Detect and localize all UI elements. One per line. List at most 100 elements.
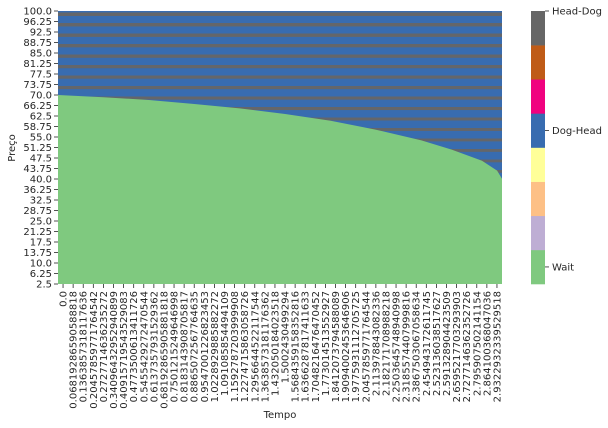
y-tick-label: 55.0 bbox=[30, 133, 52, 144]
y-tick-label: 32.5 bbox=[30, 196, 52, 207]
y-tick-label: 47.5 bbox=[30, 154, 52, 165]
x-tick-label: 1.3638573181176362 bbox=[260, 291, 271, 402]
colorbar-segment bbox=[531, 215, 545, 251]
x-tick-label: 2.9322932339529518 bbox=[493, 291, 504, 402]
y-tick-label: 81.25 bbox=[23, 59, 52, 70]
y-tick-label: 88.75 bbox=[23, 38, 52, 49]
head-dog-stripe bbox=[58, 33, 502, 37]
x-axis-ticks: 0.0 0.06819286590588818 0.1363857318117636… bbox=[59, 284, 504, 409]
head-dog-stripe bbox=[58, 54, 502, 58]
x-tick-label: 1.9775931112705725 bbox=[351, 291, 362, 402]
x-tick-label: 2.7277146362352726 bbox=[462, 291, 473, 402]
x-tick-label: 0.7501215249646998 bbox=[170, 291, 181, 402]
head-dog-stripe bbox=[58, 44, 502, 48]
x-tick-label: 0.06819286590588818 bbox=[69, 291, 80, 409]
y-tick-label: 25.0 bbox=[30, 217, 52, 228]
colorbar-segment bbox=[531, 11, 545, 46]
y-tick-label: 51.25 bbox=[23, 143, 52, 154]
x-tick-label: 0.8865072567764635 bbox=[190, 291, 201, 402]
x-tick-label: 0.68192865905881818 bbox=[160, 291, 171, 409]
x-tick-label: 2.0457859771764544 bbox=[361, 291, 372, 402]
y-tick-label: 92.5 bbox=[30, 28, 52, 39]
colorbar-segment bbox=[531, 249, 545, 285]
x-tick-label: 1.0228929885882272 bbox=[210, 291, 221, 402]
x-tick-label: 2.3185574407999816 bbox=[402, 291, 413, 402]
colorbar-label: Wait bbox=[552, 262, 574, 273]
x-axis-label: Tempo bbox=[263, 410, 297, 421]
x-tick-label: 1.091085854494109 bbox=[220, 291, 231, 396]
x-tick-label: 0.40915719543529083 bbox=[119, 291, 130, 409]
x-tick-label: 0.20457859771764542 bbox=[89, 291, 100, 409]
head-dog-stripe bbox=[58, 86, 502, 90]
head-dog-stripe bbox=[58, 65, 502, 69]
y-tick-label: 36.25 bbox=[23, 185, 52, 196]
x-tick-label: 1.5002430499294 bbox=[281, 291, 292, 383]
y-tick-label: 43.75 bbox=[23, 164, 52, 175]
x-tick-label: 2.864100368047036 bbox=[482, 291, 493, 396]
y-tick-label: 40.0 bbox=[30, 175, 52, 186]
x-tick-label: 2.113978843082336 bbox=[371, 291, 382, 396]
y-tick-label: 100.0 bbox=[23, 7, 52, 18]
x-tick-label: 2.2503645748940998 bbox=[392, 291, 403, 402]
head-dog-stripe bbox=[58, 12, 502, 16]
colorbar-segment bbox=[531, 45, 545, 80]
y-tick-label: 6.25 bbox=[30, 269, 52, 280]
x-tick-label: 1.7048216476470452 bbox=[311, 291, 322, 402]
x-tick-label: 0.8183143908705817 bbox=[180, 291, 191, 402]
x-tick-label: 2.3867503067058634 bbox=[412, 291, 423, 402]
x-tick-label: 2.6595217703293903 bbox=[452, 291, 463, 402]
y-tick-label: 62.5 bbox=[30, 112, 52, 123]
x-tick-label: 1.773014513552927 bbox=[321, 291, 332, 396]
x-tick-label: 1.2274715863058726 bbox=[240, 291, 251, 402]
y-tick-label: 28.75 bbox=[23, 206, 52, 217]
y-tick-label: 10.0 bbox=[30, 259, 52, 270]
head-dog-stripe bbox=[58, 23, 502, 27]
x-tick-label: 1.2956644522117544 bbox=[250, 291, 261, 402]
colorbar-segment bbox=[531, 79, 545, 114]
y-tick-label: 58.75 bbox=[23, 122, 52, 133]
x-tick-label: 0.34096432952940899 bbox=[109, 291, 120, 409]
y-tick-label: 85.0 bbox=[30, 49, 52, 60]
colorbar-segment bbox=[531, 113, 545, 148]
colorbar: Wait Dog-Head Head-Dog bbox=[531, 7, 602, 285]
x-tick-label: 1.1592787203999908 bbox=[230, 291, 241, 402]
x-tick-label: 1.5684359158352816 bbox=[291, 291, 302, 402]
x-tick-label: 2.454943172611745 bbox=[422, 291, 433, 396]
y-tick-label: 17.5 bbox=[30, 238, 52, 249]
x-tick-label: 1.8412073794588089 bbox=[331, 291, 342, 402]
x-tick-label: 0.9547001226823453 bbox=[200, 291, 211, 402]
y-axis-ticks: 100.096.2592.588.7585.081.2577.573.7570.… bbox=[23, 7, 58, 291]
x-tick-label: 2.795907502141154 bbox=[472, 291, 483, 396]
head-dog-stripe bbox=[58, 96, 502, 100]
head-dog-stripe bbox=[58, 75, 502, 79]
colorbar-label: Head-Dog bbox=[552, 7, 602, 18]
y-tick-label: 21.25 bbox=[23, 227, 52, 238]
y-tick-label: 13.75 bbox=[23, 248, 52, 259]
x-tick-label: 2.182171708988218 bbox=[382, 291, 393, 396]
head-dog-stripe bbox=[58, 107, 502, 111]
x-tick-label: 0.1363857318117636 bbox=[79, 291, 90, 402]
wait-region bbox=[58, 95, 502, 284]
y-tick-label: 2.5 bbox=[36, 280, 52, 291]
y-axis-label: Preço bbox=[7, 134, 18, 162]
y-tick-label: 77.5 bbox=[30, 70, 52, 81]
x-tick-label: 2.523136038517627 bbox=[432, 291, 443, 396]
x-tick-label: 1.6366287817411633 bbox=[301, 291, 312, 402]
x-tick-label: 0.6137357931529362 bbox=[149, 291, 160, 402]
x-tick-label: 0.5455429272470544 bbox=[139, 291, 150, 402]
y-tick-label: 96.25 bbox=[23, 17, 52, 28]
y-tick-label: 73.75 bbox=[23, 80, 52, 91]
x-tick-label: 2.591328904423509 bbox=[442, 291, 453, 396]
colorbar-segment bbox=[531, 147, 545, 182]
x-tick-label: 1.432050184023518 bbox=[271, 291, 282, 396]
x-tick-label: 0.4773500613411726 bbox=[129, 291, 140, 402]
y-tick-label: 70.0 bbox=[30, 91, 52, 102]
y-tick-label: 66.25 bbox=[23, 101, 52, 112]
colorbar-segment bbox=[531, 181, 545, 217]
x-tick-label: 0.2727714636235272 bbox=[99, 291, 110, 402]
colorbar-label: Dog-Head bbox=[552, 126, 602, 137]
x-tick-label: 1.9094002453646906 bbox=[341, 291, 352, 402]
x-tick-label: 0.0 bbox=[59, 291, 70, 307]
plot-area bbox=[58, 11, 502, 284]
